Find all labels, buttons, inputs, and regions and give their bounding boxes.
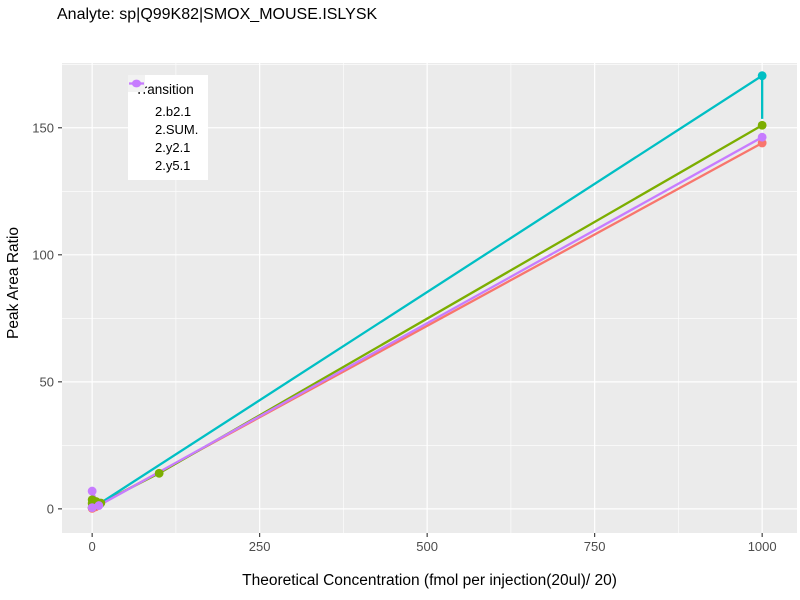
chart-title: Analyte: sp|Q99K82|SMOX_MOUSE.ISLYSK	[57, 6, 378, 23]
legend-key-icon	[128, 75, 152, 138]
x-tick-label: 0	[89, 539, 96, 554]
data-point-2.SUM.	[154, 468, 164, 478]
legend-key-icon	[128, 75, 152, 174]
y-tick-label: 0	[47, 501, 54, 516]
legend-key-icon	[128, 75, 152, 156]
legend-title: Transition	[135, 82, 194, 97]
legend-item-label: 2.SUM.	[155, 121, 199, 137]
data-point-2.y2.1	[757, 71, 767, 81]
legend-item: 2.y2.1	[128, 75, 202, 156]
data-point-2.y5.1	[87, 503, 97, 512]
data-point-2.SUM.	[757, 120, 767, 130]
legend-item: 2.SUM.	[128, 75, 202, 138]
legend-key-icon	[128, 75, 152, 120]
legend-item-label: 2.b2.1	[155, 103, 192, 119]
legend: Transition 2.b2.1 2.SUM. 2.y2.1 2.y5.1	[128, 75, 208, 180]
legend-item-label: 2.y5.1	[155, 157, 191, 173]
data-point-2.y5.1	[87, 486, 97, 496]
x-tick-label: 250	[249, 539, 271, 554]
y-tick-label: 150	[32, 120, 54, 135]
legend-item: 2.b2.1	[128, 75, 202, 120]
y-tick-label: 100	[32, 247, 54, 262]
x-tick-label: 750	[584, 539, 606, 554]
x-axis-title: Theoretical Concentration (fmol per inje…	[242, 572, 617, 589]
y-tick-label: 50	[40, 374, 54, 389]
legend-items: 2.b2.1 2.SUM. 2.y2.1 2.y5.1	[128, 75, 202, 174]
x-tick-label: 500	[416, 539, 438, 554]
y-axis-title: Peak Area Ratio	[5, 226, 22, 340]
data-point-2.y5.1	[757, 132, 767, 142]
legend-item: 2.y5.1	[128, 75, 202, 174]
legend-item-label: 2.y2.1	[155, 139, 191, 155]
data-point-2.y5.1	[94, 501, 104, 510]
x-tick-label: 1000	[748, 539, 777, 554]
